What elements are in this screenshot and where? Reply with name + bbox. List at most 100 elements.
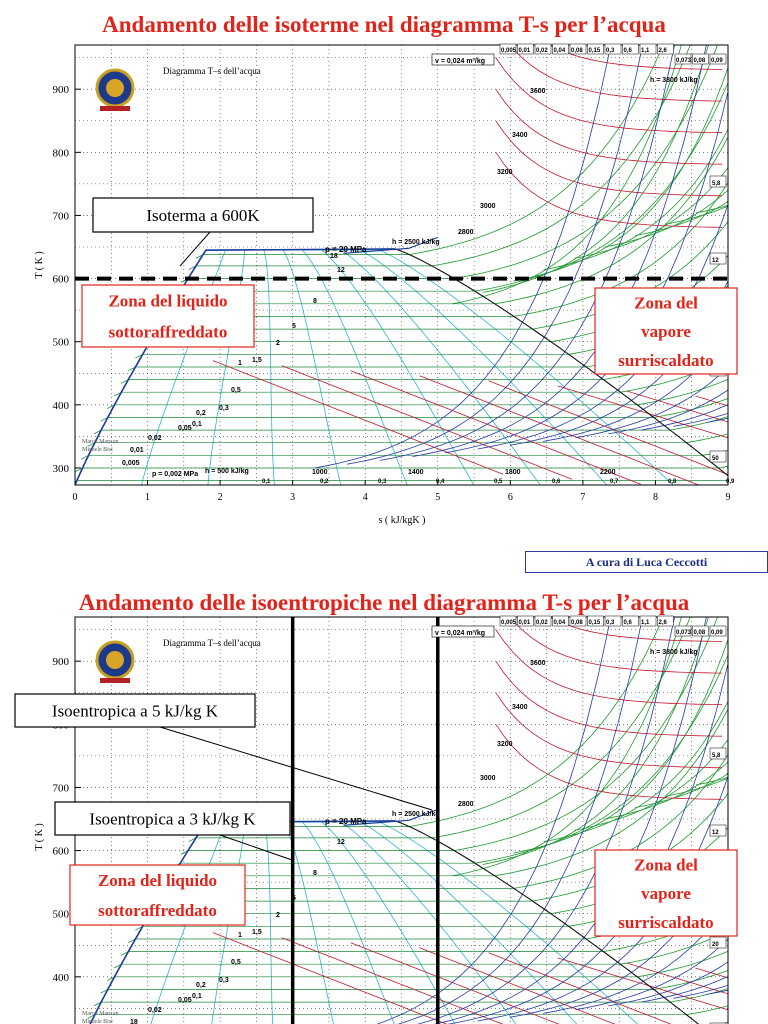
enthalpy-label-3800: h = 3800 kJ/kg	[650, 649, 698, 656]
enthalpy-label-500: h = 500 kJ/kg	[205, 468, 249, 475]
top-volume-value: 0,08	[571, 620, 583, 626]
isobar-superheated	[726, 772, 728, 774]
quality-value: 0,8	[668, 479, 677, 485]
enthalpy-value-3600: 3600	[530, 660, 546, 667]
isenthalp-line	[281, 937, 504, 1024]
zone-liquid-box	[81, 284, 255, 348]
volume-box	[709, 53, 727, 65]
x-tick-label: 4	[363, 492, 368, 503]
isobar-liquid	[75, 480, 78, 483]
x-tick-label: 8	[653, 492, 658, 503]
isobar-superheated	[604, 761, 728, 820]
enthalpy-value-1800: 1800	[505, 469, 521, 476]
enthalpy-value-2800: 2800	[458, 229, 474, 236]
isenthalp-superheated	[548, 617, 723, 642]
pressure-value: 0,3	[219, 977, 229, 984]
quality-line	[301, 248, 408, 485]
pressure-label-20mpa: p = 20 MPa	[325, 245, 367, 254]
quality-value: 0,6	[552, 479, 561, 485]
plot-area	[75, 45, 728, 485]
isobar-vapor	[532, 220, 728, 330]
callout-isentropic-5-box	[14, 693, 256, 728]
y-tick-label: 400	[53, 972, 70, 984]
slide2-title: Andamento delle isoentropiche nel diagra…	[78, 590, 690, 615]
right-volume-value: 12	[712, 258, 719, 264]
x-tick-label: 0	[73, 492, 78, 503]
pressure-value: 0,05	[178, 425, 192, 432]
inner-chart-title: Diagramma T–s dell’acqua	[163, 66, 261, 76]
quality-line	[263, 248, 396, 485]
seal-eagle-icon	[106, 79, 124, 97]
volume-box	[709, 747, 727, 760]
isobar-superheated	[452, 617, 682, 877]
isobar-vapor	[474, 81, 728, 292]
quality-value: 0,1	[262, 479, 271, 485]
isobar-vapor	[409, 617, 664, 827]
pressure-value: 0,005	[122, 460, 140, 467]
isochore-line	[444, 89, 728, 454]
pressure-value: 0,05	[178, 997, 192, 1004]
volume-box	[709, 936, 727, 949]
saturated-vapor-line	[394, 248, 728, 477]
isochore-line	[412, 45, 707, 457]
pressure-value: 1	[238, 932, 242, 939]
callout-isentropic-5-text-0: Isoentropica a 5 kJ/kg K	[52, 702, 219, 721]
pressure-value: 2	[276, 340, 280, 347]
isobar-superheated	[574, 166, 728, 259]
top-volume-value: 0,02	[536, 48, 548, 54]
pressure-value: 0,01	[130, 447, 144, 454]
quality-value: 0,2	[320, 479, 329, 485]
isochore-line	[433, 617, 707, 1024]
isochore-line	[608, 961, 728, 1007]
quality-line	[378, 248, 674, 485]
author-label: Marco Manzan	[82, 1011, 118, 1017]
isochore-line	[510, 851, 728, 1018]
y-tick-label: 500	[53, 909, 70, 921]
author-label: Michele Bisi	[82, 447, 113, 453]
quality-line	[282, 820, 396, 1024]
isenthalp-line	[212, 360, 504, 475]
quality-value: 0,5	[494, 479, 503, 485]
pressure-value: 18	[330, 253, 338, 260]
isochore-line	[739, 612, 768, 991]
isobar-superheated	[665, 205, 728, 225]
inner-chart-title: Diagramma T–s dell’acqua	[163, 638, 261, 648]
author-label: Marco Manzan	[82, 439, 118, 445]
isobar-vapor	[603, 907, 728, 952]
top-volume-value: 0,073	[676, 630, 692, 636]
volume-box	[604, 615, 622, 627]
volume-label-0024: v = 0,024 m³/kg	[435, 630, 485, 637]
top-volume-value: 0,04	[554, 620, 566, 626]
x-tick-label: 6	[508, 492, 513, 503]
pressure-value: 1,5	[252, 929, 262, 936]
zone-vapor-text-1: vapore	[641, 322, 691, 341]
isobar-vapor	[409, 45, 664, 255]
top-volume-value: 0,15	[589, 48, 601, 54]
seal-ribbon-icon	[100, 106, 130, 111]
pressure-label-20mpa: p = 20 MPa	[325, 817, 367, 826]
volume-label-0024: v = 0,024 m³/kg	[435, 58, 485, 65]
quality-line	[301, 820, 396, 1024]
volume-box	[657, 43, 674, 55]
isenthalp-superheated	[495, 692, 723, 769]
isobar-vapor	[513, 753, 728, 889]
callout-arrow-isentropic-3	[219, 834, 293, 861]
isochore-line	[379, 45, 675, 461]
isenthalp-superheated	[495, 120, 723, 197]
pressure-value: 18	[130, 1019, 138, 1024]
volume-box	[499, 615, 517, 627]
pressure-value: 0,2	[196, 982, 206, 989]
isobar-liquid	[87, 442, 95, 447]
isobar-vapor	[431, 45, 691, 267]
ts-diagram-isentropics: 400500600700800900T ( K )Diagramma T–s d…	[14, 612, 768, 1024]
y-tick-label: 800	[53, 147, 70, 159]
enthalpy-label-2500: h = 2500 kJ/kg	[392, 811, 440, 818]
top-volume-value: 0,3	[606, 48, 615, 54]
top-volume-value: 2,6	[659, 48, 668, 54]
isobar-vapor	[513, 181, 728, 317]
enthalpy-label-2500: h = 2500 kJ/kg	[392, 239, 440, 246]
volume-box	[569, 43, 587, 55]
isochore-line	[510, 279, 728, 446]
isobar-vapor	[653, 398, 728, 418]
y-tick-label: 600	[53, 274, 70, 286]
